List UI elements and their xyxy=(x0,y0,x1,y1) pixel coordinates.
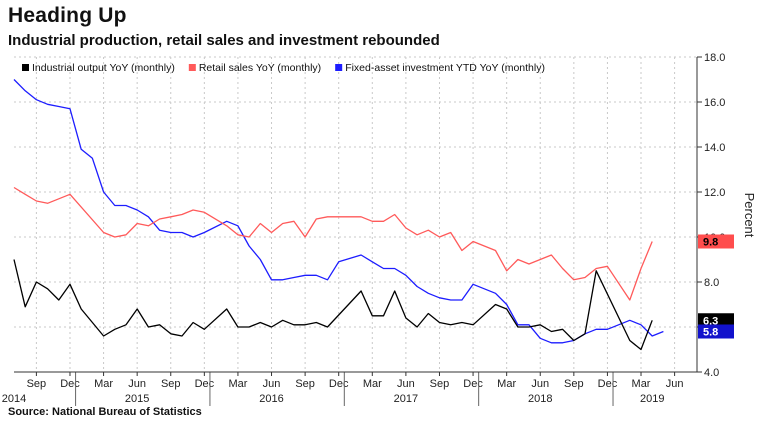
series-line-2 xyxy=(13,79,664,344)
last-value-label: 9.8 xyxy=(703,237,718,249)
legend-label: Fixed-asset investment YTD YoY (monthly) xyxy=(345,62,545,74)
axes: 18.016.014.012.010.08.06.04.0SepDecMarJu… xyxy=(2,52,757,406)
x-tick-label: Mar xyxy=(363,378,382,390)
x-tick-label: Sep xyxy=(295,378,315,390)
last-value-tag xyxy=(698,234,734,249)
legend-swatch xyxy=(188,64,196,71)
y-tick-label: 4.0 xyxy=(704,367,719,379)
x-tick-label: Mar xyxy=(497,378,516,390)
x-year-label: 2017 xyxy=(394,393,418,405)
x-tick-label: Dec xyxy=(463,378,483,390)
y-tick-label: 16.0 xyxy=(704,97,725,109)
x-tick-label: Sep xyxy=(161,378,181,390)
x-tick-label: Mar xyxy=(94,378,113,390)
x-tick-label: Jun xyxy=(128,378,146,390)
x-tick-label: Mar xyxy=(228,378,247,390)
y-tick-label: 14.0 xyxy=(704,142,725,154)
y-tick-label: 18.0 xyxy=(704,52,725,64)
x-tick-label: Dec xyxy=(195,378,215,390)
grid xyxy=(14,56,697,373)
x-tick-label: Dec xyxy=(329,378,349,390)
x-tick-label: Sep xyxy=(564,378,584,390)
x-year-label: 2014 xyxy=(2,393,26,405)
last-value-tag xyxy=(698,313,734,328)
chart-subtitle: Industrial production, retail sales and … xyxy=(8,32,440,49)
chart-title: Heading Up xyxy=(8,4,127,27)
source-note: Source: National Bureau of Statistics xyxy=(8,406,202,418)
y-tick-label: 8.0 xyxy=(704,277,719,289)
x-year-label: 2016 xyxy=(259,393,283,405)
x-tick-label: Dec xyxy=(598,378,618,390)
value-labels: 6.3 9.8 5.8 xyxy=(698,234,734,339)
legend-label: Industrial output YoY (monthly) xyxy=(32,62,175,74)
x-tick-label: Sep xyxy=(430,378,450,390)
legend: Industrial output YoY (monthly) Retail sa… xyxy=(22,62,545,74)
x-tick-label: Jun xyxy=(531,378,549,390)
legend-swatch xyxy=(335,64,343,71)
x-tick-label: Jun xyxy=(397,378,415,390)
x-year-label: 2019 xyxy=(640,393,664,405)
plot-area xyxy=(14,57,697,372)
x-tick-label: Jun xyxy=(263,378,281,390)
legend-label: Retail sales YoY (monthly) xyxy=(199,62,321,74)
x-tick-label: Mar xyxy=(632,378,651,390)
y-tick-label: 12.0 xyxy=(704,187,725,199)
legend-swatch xyxy=(22,64,29,71)
x-year-label: 2015 xyxy=(125,393,149,405)
series-line-1 xyxy=(13,186,653,301)
series-lines xyxy=(13,79,664,351)
last-value-label: 5.8 xyxy=(703,327,718,339)
x-year-label: 2018 xyxy=(528,393,552,405)
x-tick-label: Dec xyxy=(60,378,80,390)
x-tick-label: Sep xyxy=(27,378,47,390)
last-value-tag xyxy=(698,324,734,339)
x-tick-label: Jun xyxy=(666,378,684,390)
y-axis-title: Percent xyxy=(742,193,757,238)
last-value-label: 6.3 xyxy=(703,315,718,327)
series-line-0 xyxy=(13,259,653,351)
